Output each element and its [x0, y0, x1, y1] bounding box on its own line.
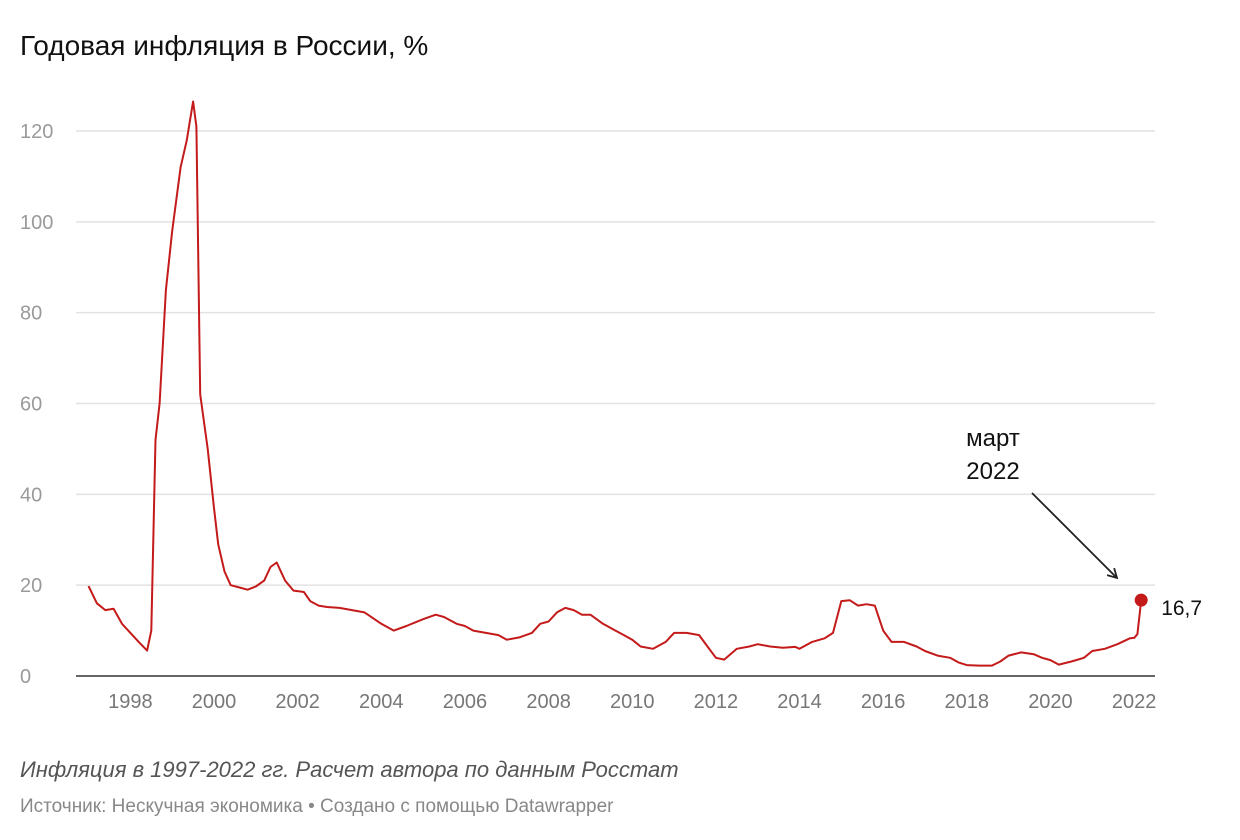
- x-tick-label: 2004: [359, 691, 404, 713]
- y-tick-label: 120: [20, 121, 53, 143]
- x-tick-label: 2014: [777, 691, 822, 713]
- y-tick-label: 0: [20, 666, 31, 688]
- inflation-line: [87, 100, 1143, 667]
- x-tick-label: 2002: [275, 691, 320, 713]
- x-axis-ticks: 1998 2000 2002 2004 2006 2008 2010 2012 2014 2016…: [108, 691, 1156, 713]
- chart-source: Источник: Нескучная экономика • Создано …: [20, 796, 614, 817]
- last-data-point: [1134, 593, 1148, 607]
- x-tick-label: 2022: [1112, 691, 1157, 713]
- y-tick-label: 80: [20, 303, 42, 325]
- x-tick-label: 2000: [192, 691, 237, 713]
- x-tick-label: 2018: [945, 691, 990, 713]
- x-tick-label: 2006: [443, 691, 488, 713]
- x-tick-label: 2012: [694, 691, 739, 713]
- annotation: март 2022: [966, 425, 1119, 580]
- chart-title: Годовая инфляция в России, %: [20, 30, 429, 61]
- x-tick-label: 2016: [861, 691, 906, 713]
- annotation-month: март: [966, 425, 1020, 452]
- x-tick-label: 1998: [108, 691, 153, 713]
- gridlines: [76, 130, 1155, 677]
- annotation-arrow: [1031, 492, 1119, 580]
- x-tick-label: 2008: [526, 691, 571, 713]
- y-tick-label: 100: [20, 212, 53, 234]
- chart-note: Инфляция в 1997-2022 гг. Расчет автора п…: [20, 757, 679, 782]
- y-axis-ticks: 0 20 40 60 80 100 120: [20, 121, 53, 688]
- x-tick-label: 2010: [610, 691, 655, 713]
- annotation-year: 2022: [966, 458, 1019, 485]
- last-value-label: 16,7: [1161, 597, 1202, 620]
- y-tick-label: 20: [20, 575, 42, 597]
- y-tick-label: 60: [20, 394, 42, 416]
- x-tick-label: 2020: [1028, 691, 1073, 713]
- y-tick-label: 40: [20, 484, 42, 506]
